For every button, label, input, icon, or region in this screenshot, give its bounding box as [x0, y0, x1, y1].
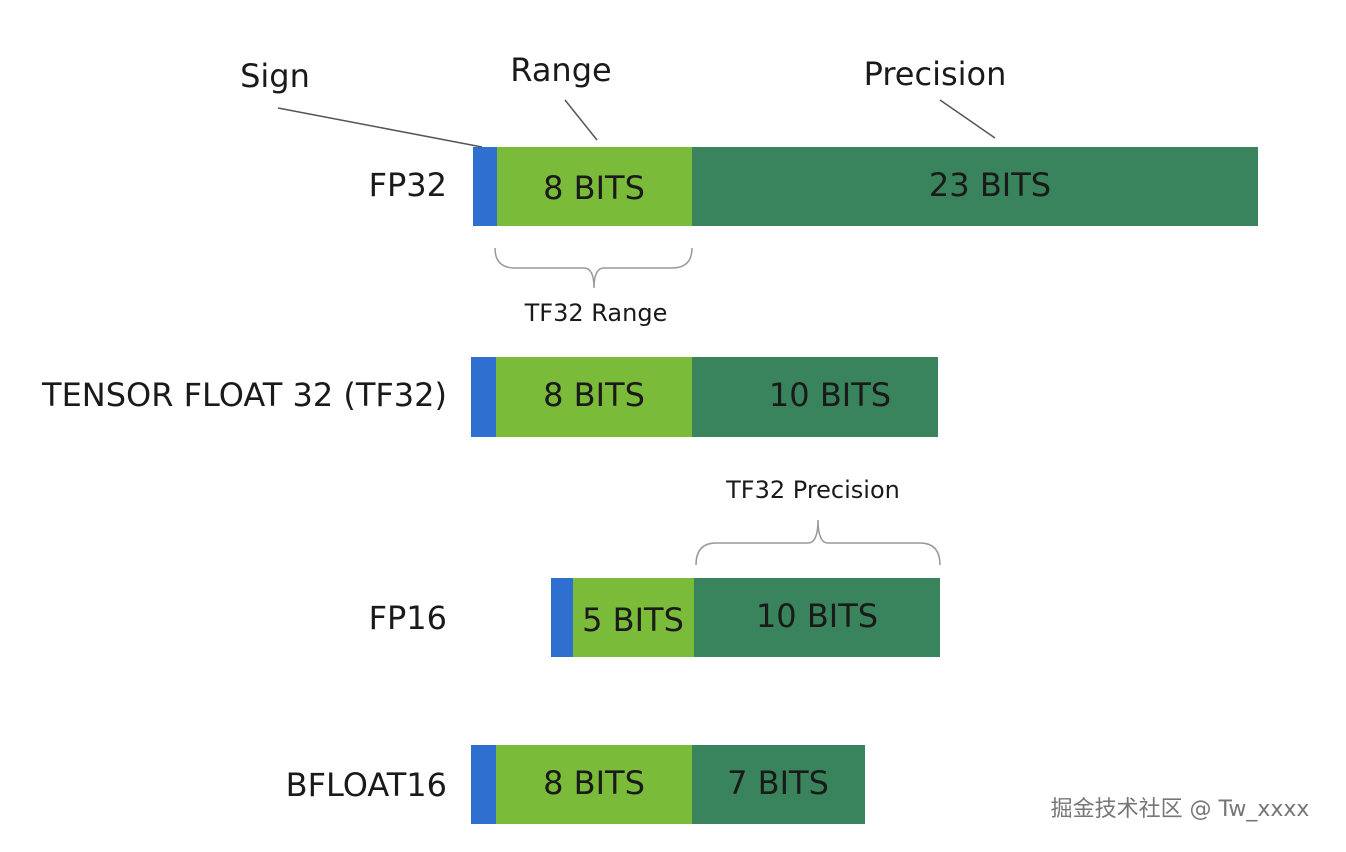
exponent-segment: [496, 357, 692, 437]
precision-label: Precision: [864, 55, 1007, 93]
row-label: FP32: [369, 166, 447, 204]
exponent-text: 8 BITS: [543, 764, 645, 802]
mantissa-segment: [692, 147, 1258, 226]
sign-bit: [471, 357, 496, 437]
exponent-text: 8 BITS: [543, 376, 645, 414]
exponent-segment: [496, 745, 692, 824]
leader-line: [564, 99, 598, 141]
sign-bit: [551, 578, 573, 657]
precision-brace: [695, 519, 941, 566]
sign-label: Sign: [240, 57, 310, 95]
row-label: FP16: [369, 599, 447, 637]
exponent-text: 8 BITS: [543, 169, 645, 207]
tf32-precision-label: TF32 Precision: [725, 476, 900, 504]
range-label: Range: [510, 51, 611, 89]
watermark: 掘金技术社区 @ Tw_xxxx: [1051, 797, 1310, 822]
tf32-range-label: TF32 Range: [524, 299, 668, 327]
exponent-text: 5 BITS: [582, 601, 684, 639]
mantissa-text: 23 BITS: [929, 166, 1051, 204]
sign-bit: [473, 147, 497, 226]
mantissa-text: 7 BITS: [727, 764, 829, 802]
mantissa-text: 10 BITS: [769, 376, 891, 414]
leader-line: [277, 107, 483, 148]
exponent-segment: [573, 578, 694, 657]
range-brace: [494, 247, 693, 289]
exponent-segment: [497, 147, 692, 226]
mantissa-segment: [692, 357, 938, 437]
row-label: TENSOR FLOAT 32 (TF32): [41, 376, 447, 414]
sign-bit: [471, 745, 496, 824]
mantissa-segment: [694, 578, 940, 657]
mantissa-text: 10 BITS: [756, 597, 878, 635]
row-label: BFLOAT16: [286, 766, 447, 804]
leader-line: [939, 99, 996, 139]
mantissa-segment: [692, 745, 865, 824]
